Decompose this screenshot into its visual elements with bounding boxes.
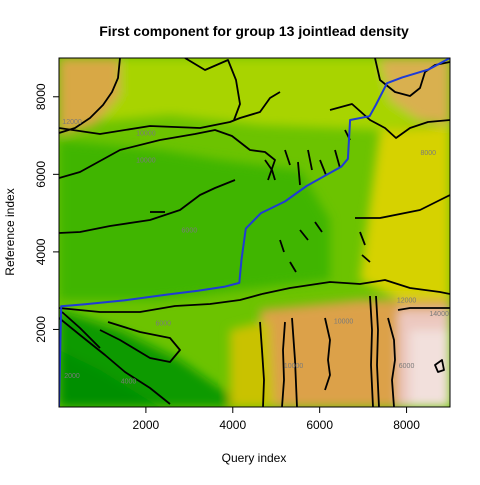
contour-line: [291, 317, 298, 407]
contour-line: [99, 321, 181, 363]
heatmap-region-bottom-mid: [230, 320, 275, 407]
contour-line: [281, 321, 286, 407]
x-tick-label: 2000: [133, 418, 160, 432]
contour-label: 2000: [64, 373, 80, 380]
chart-title: First component for group 13 jointlead d…: [99, 23, 409, 39]
x-tick-label: 4000: [219, 418, 246, 432]
contour-line: [61, 311, 101, 349]
contour-line: [264, 129, 351, 186]
contour-line: [259, 321, 265, 407]
contour-line: [434, 359, 445, 373]
contour-line: [369, 295, 374, 407]
contour-label: 6000: [155, 321, 171, 328]
heatmap-region-mid-green: [59, 140, 330, 300]
contour-line: [184, 58, 241, 121]
contour-label: 8000: [420, 150, 436, 157]
contour-label: 14000: [429, 311, 449, 318]
contour-line: [59, 91, 281, 135]
contour-label: 10000: [136, 131, 156, 138]
contour-line: [329, 103, 450, 139]
plot-frame: [58, 57, 451, 408]
y-tick-label: 8000: [34, 83, 48, 110]
contour-line: [355, 194, 450, 219]
contour-line: [279, 221, 371, 273]
y-axis: 2000 4000 6000 8000: [34, 83, 59, 343]
contour-label: 10000: [284, 363, 304, 370]
heatmap-region-top-left: [59, 58, 120, 135]
contour-line: [59, 317, 171, 405]
y-tick-label: 6000: [34, 161, 48, 188]
x-tick-label: 8000: [393, 418, 420, 432]
contour-label: 6000: [399, 363, 415, 370]
contour-line: [397, 307, 450, 311]
contour-label: 10000: [334, 319, 354, 326]
x-axis: 2000 4000 6000 8000: [133, 407, 420, 432]
contour-lines: [59, 58, 450, 407]
heatmap-layer: 12000 10000 10000 8000 6000 6000 10000 12000 140…: [59, 58, 450, 407]
contour-label: 12000: [62, 119, 82, 126]
warp-path-line: [59, 58, 450, 407]
heatmap-region-low-core: [59, 350, 160, 407]
y-tick-label: 2000: [34, 316, 48, 343]
contour-line: [59, 293, 263, 313]
contour-label: 10000: [136, 158, 156, 165]
heatmap-region-top-band: [59, 58, 450, 130]
heatmap-region-right-yellow: [360, 125, 450, 320]
contour-line: [59, 58, 121, 134]
y-axis-label: Reference index: [3, 188, 17, 275]
contour-line: [59, 129, 276, 181]
contour-line: [324, 317, 331, 391]
contour-line: [375, 295, 380, 407]
contour-label: 4000: [121, 379, 137, 386]
contour-line: [387, 317, 396, 407]
contour-label: 6000: [182, 228, 198, 235]
contour-label: 12000: [397, 297, 417, 304]
contour-line: [59, 179, 236, 234]
y-tick-label: 4000: [34, 238, 48, 265]
contour-labels: 12000 10000 10000 8000 6000 6000 10000 12000 140…: [62, 119, 449, 386]
heatmap-region-peak-core: [410, 330, 450, 407]
x-axis-label: Query index: [222, 451, 287, 465]
x-tick-label: 6000: [306, 418, 333, 432]
contour-line: [261, 279, 450, 295]
